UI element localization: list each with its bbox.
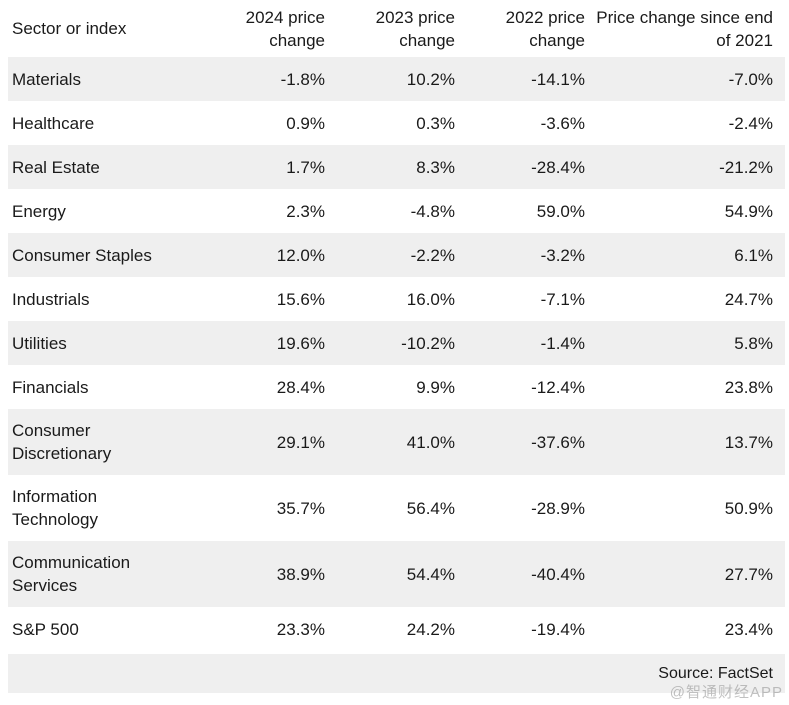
value-cell: 1.7% xyxy=(286,157,325,177)
value-cell: 2.3% xyxy=(286,201,325,221)
value-cell: -4.8% xyxy=(410,201,455,221)
sector-cell: Materials xyxy=(12,69,81,89)
sector-cell: Real Estate xyxy=(12,157,100,177)
value-cell: -3.6% xyxy=(540,113,585,133)
sector-cell: S&P 500 xyxy=(12,619,79,639)
value-cell: 59.0% xyxy=(536,201,585,221)
sector-price-change-table: Sector or index 2024 price change 2023 p… xyxy=(8,0,785,693)
value-cell: 10.2% xyxy=(406,69,455,89)
value-cell: -19.4% xyxy=(531,619,585,639)
value-cell: 19.6% xyxy=(276,333,325,353)
value-cell: -37.6% xyxy=(531,432,585,452)
value-cell: 29.1% xyxy=(276,432,325,452)
table-row: Industrials 15.6% 16.0% -7.1% 24.7% xyxy=(8,277,785,321)
column-header-2023: 2023 price change xyxy=(375,7,455,50)
value-cell: -7.1% xyxy=(540,289,585,309)
value-cell: 12.0% xyxy=(276,245,325,265)
value-cell: 28.4% xyxy=(276,377,325,397)
value-cell: 24.7% xyxy=(724,289,773,309)
value-cell: 54.4% xyxy=(406,564,455,584)
value-cell: 24.2% xyxy=(406,619,455,639)
table-row: Utilities 19.6% -10.2% -1.4% 5.8% xyxy=(8,321,785,365)
value-cell: -10.2% xyxy=(401,333,455,353)
value-cell: -1.8% xyxy=(280,69,325,89)
sector-cell: Industrials xyxy=(12,289,90,309)
column-header-2024: 2024 price change xyxy=(245,7,325,50)
source-row: Source: FactSet xyxy=(8,654,785,693)
sector-cell: Utilities xyxy=(12,333,67,353)
value-cell: 23.3% xyxy=(276,619,325,639)
value-cell: -28.4% xyxy=(531,157,585,177)
value-cell: 8.3% xyxy=(416,157,455,177)
value-cell: 38.9% xyxy=(276,564,325,584)
value-cell: 27.7% xyxy=(724,564,773,584)
sector-cell: Consumer Staples xyxy=(12,245,152,265)
value-cell: 15.6% xyxy=(276,289,325,309)
column-header-since-2021: Price change since end of 2021 xyxy=(596,7,773,50)
value-cell: 50.9% xyxy=(724,498,773,518)
value-cell: -12.4% xyxy=(531,377,585,397)
table-row: Healthcare 0.9% 0.3% -3.6% -2.4% xyxy=(8,101,785,145)
table-header-row: Sector or index 2024 price change 2023 p… xyxy=(8,0,785,57)
column-header-2022: 2022 price change xyxy=(505,7,585,50)
table-row: Materials -1.8% 10.2% -14.1% -7.0% xyxy=(8,57,785,101)
table-row: Consumer Staples 12.0% -2.2% -3.2% 6.1% xyxy=(8,233,785,277)
sector-cell: Energy xyxy=(12,201,66,221)
value-cell: -40.4% xyxy=(531,564,585,584)
table-row: Energy 2.3% -4.8% 59.0% 54.9% xyxy=(8,189,785,233)
value-cell: 23.4% xyxy=(724,619,773,639)
value-cell: -7.0% xyxy=(728,69,773,89)
sector-cell: Information Technology xyxy=(12,487,99,529)
value-cell: 13.7% xyxy=(724,432,773,452)
table-body: Materials -1.8% 10.2% -14.1% -7.0% Healt… xyxy=(8,57,785,651)
value-cell: 41.0% xyxy=(406,432,455,452)
table-row: Real Estate 1.7% 8.3% -28.4% -21.2% xyxy=(8,145,785,189)
sector-cell: Communication Services xyxy=(12,553,131,595)
value-cell: 23.8% xyxy=(724,377,773,397)
table-row: Information Technology 35.7% 56.4% -28.9… xyxy=(8,475,785,541)
value-cell: 54.9% xyxy=(724,201,773,221)
value-cell: -21.2% xyxy=(719,157,773,177)
value-cell: 56.4% xyxy=(406,498,455,518)
table-row: Consumer Discretionary 29.1% 41.0% -37.6… xyxy=(8,409,785,475)
value-cell: 0.9% xyxy=(286,113,325,133)
sector-cell: Consumer Discretionary xyxy=(12,421,112,463)
value-cell: 16.0% xyxy=(406,289,455,309)
value-cell: 5.8% xyxy=(734,333,773,353)
source-note: Source: FactSet xyxy=(658,664,773,682)
value-cell: 6.1% xyxy=(734,245,773,265)
table-row: Financials 28.4% 9.9% -12.4% 23.8% xyxy=(8,365,785,409)
column-header-sector: Sector or index xyxy=(12,19,127,38)
value-cell: 0.3% xyxy=(416,113,455,133)
table-row: S&P 500 23.3% 24.2% -19.4% 23.4% xyxy=(8,607,785,651)
value-cell: -3.2% xyxy=(540,245,585,265)
sector-cell: Healthcare xyxy=(12,113,95,133)
value-cell: -2.4% xyxy=(728,113,773,133)
value-cell: -14.1% xyxy=(531,69,585,89)
value-cell: -1.4% xyxy=(540,333,585,353)
sector-cell: Financials xyxy=(12,377,89,397)
value-cell: -2.2% xyxy=(410,245,455,265)
table-row: Communication Services 38.9% 54.4% -40.4… xyxy=(8,541,785,607)
value-cell: -28.9% xyxy=(531,498,585,518)
value-cell: 35.7% xyxy=(276,498,325,518)
value-cell: 9.9% xyxy=(416,377,455,397)
